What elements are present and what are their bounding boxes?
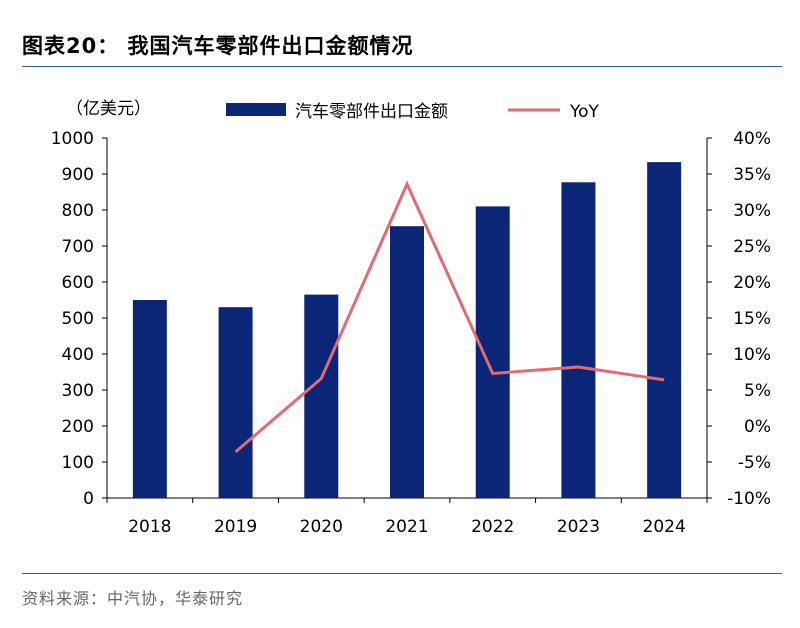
- legend: 汽车零部件出口金额 YoY: [226, 102, 600, 122]
- bar-2023: [561, 182, 596, 498]
- right-tick-label: 25%: [733, 237, 771, 257]
- x-tick-label: 2024: [643, 517, 686, 537]
- yoy-series: [234, 180, 665, 454]
- chart-title: 图表20： 我国汽车零部件出口金额情况: [22, 34, 414, 58]
- x-tick-label: 2018: [128, 517, 171, 537]
- bar-series: [132, 162, 682, 498]
- left-tick-label: 600: [62, 273, 94, 293]
- right-tick-label: -5%: [738, 453, 771, 473]
- x-tick-label: 2022: [471, 517, 514, 537]
- left-tick-label: 500: [62, 309, 94, 329]
- x-tick-label: 2019: [214, 517, 257, 537]
- footer-divider: [22, 573, 782, 574]
- left-tick-label: 300: [62, 381, 94, 401]
- bar-2022: [475, 206, 510, 498]
- bar-2021: [390, 226, 424, 498]
- bar-2024: [647, 162, 682, 498]
- right-tick-label: 40%: [733, 129, 771, 149]
- left-tick-label: 1000: [51, 129, 94, 149]
- left-tick-label: 700: [62, 237, 94, 257]
- right-tick-label: 20%: [733, 273, 771, 293]
- x-tick-label: 2023: [557, 517, 600, 537]
- source-note: 资料来源：中汽协，华泰研究: [22, 589, 244, 608]
- right-tick-label: 15%: [733, 309, 771, 329]
- bar-2020: [304, 294, 339, 498]
- title-divider: [22, 66, 782, 67]
- tick-labels: 0 100 200 300 400 500 600 700 800 900 1000 -10% -5% 0…: [51, 129, 771, 537]
- legend-line-label: YoY: [569, 102, 600, 122]
- right-tick-label: 10%: [733, 345, 771, 365]
- left-tick-label: 0: [83, 489, 94, 509]
- right-tick-label: 0%: [744, 417, 771, 437]
- left-tick-label: 200: [62, 417, 94, 437]
- right-tick-label: 5%: [744, 381, 771, 401]
- legend-bar-label: 汽车零部件出口金额: [295, 102, 448, 122]
- bar-2018: [132, 300, 167, 498]
- x-tick-label: 2020: [300, 517, 343, 537]
- right-tick-label: 35%: [733, 165, 771, 185]
- left-tick-label: 100: [62, 453, 94, 473]
- left-axis-unit: （亿美元）: [66, 99, 151, 119]
- bar-2019: [218, 307, 253, 498]
- yoy-line: [234, 180, 665, 454]
- right-tick-label: 30%: [733, 201, 771, 221]
- x-tick-label: 2021: [385, 517, 428, 537]
- right-tick-label: -10%: [727, 489, 771, 509]
- legend-bar-swatch: [226, 103, 286, 116]
- left-tick-label: 800: [62, 201, 94, 221]
- left-tick-label: 400: [62, 345, 94, 365]
- left-tick-label: 900: [62, 165, 94, 185]
